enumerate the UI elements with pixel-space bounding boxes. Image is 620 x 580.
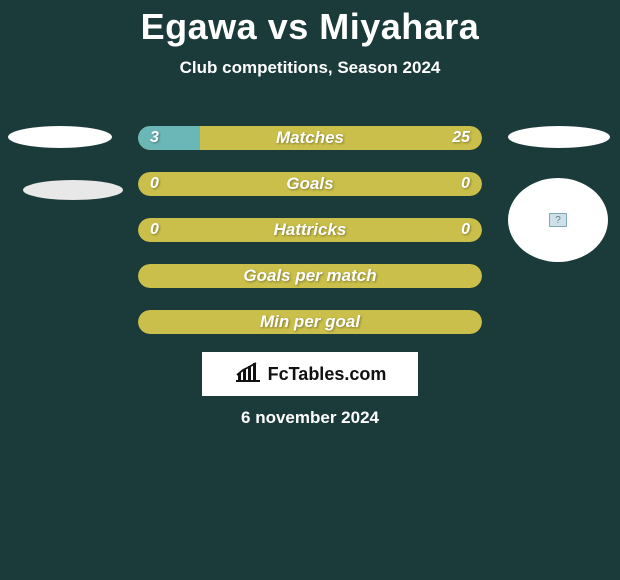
bar-label: Hattricks — [138, 218, 482, 242]
flag-icon: ? — [549, 213, 567, 227]
avatar-shape — [8, 126, 112, 148]
avatar-shape — [23, 180, 123, 200]
page-title: Egawa vs Miyahara — [0, 6, 620, 48]
chart-icon — [234, 361, 262, 388]
stat-bar: 325Matches — [138, 126, 482, 150]
stat-bar: Min per goal — [138, 310, 482, 334]
stat-bars: 325Matches 00Goals 00Hattricks Goals per ma… — [138, 126, 482, 356]
bar-label: Goals — [138, 172, 482, 196]
stat-bar: 00Hattricks — [138, 218, 482, 242]
bar-label: Min per goal — [138, 310, 482, 334]
bar-label: Goals per match — [138, 264, 482, 288]
page-subtitle: Club competitions, Season 2024 — [0, 58, 620, 78]
bar-label: Matches — [138, 126, 482, 150]
stat-bar: 00Goals — [138, 172, 482, 196]
avatar-shape — [508, 126, 610, 148]
stat-bar: Goals per match — [138, 264, 482, 288]
avatar-circle: ? — [508, 178, 608, 262]
logo-box: FcTables.com — [202, 352, 418, 396]
player-left-avatar — [8, 118, 114, 202]
player-right-avatar: ? — [506, 118, 612, 262]
logo-text: FcTables.com — [268, 364, 387, 385]
date-label: 6 november 2024 — [0, 408, 620, 428]
